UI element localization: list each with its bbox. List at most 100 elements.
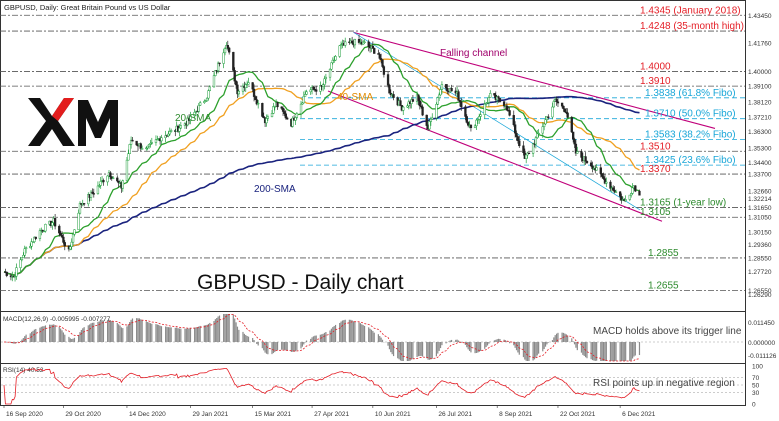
candle-body	[373, 47, 376, 54]
candle-body	[585, 160, 589, 164]
rsi-note: RSI points up in negative region	[593, 378, 735, 389]
candle-body	[458, 100, 462, 103]
candle-body	[276, 102, 279, 108]
candle-body	[146, 145, 149, 149]
candle-body	[273, 106, 276, 108]
channel-lower-line	[327, 90, 663, 222]
candle-body	[199, 102, 202, 106]
candle-body	[257, 102, 260, 105]
x-tick-label: 6 Dec 2021	[622, 411, 656, 418]
candle-body	[388, 84, 391, 94]
candle-body	[244, 84, 247, 88]
candle-body	[634, 185, 637, 192]
candle-body	[446, 87, 449, 92]
y-tick-label: 1.32660	[748, 188, 772, 195]
candle-body	[469, 124, 473, 129]
y-tick-label: 1.35300	[748, 145, 772, 152]
candle-body	[560, 102, 564, 107]
candle-body	[551, 106, 554, 118]
candle-body	[547, 116, 550, 118]
candle-body	[333, 59, 336, 62]
macd-note: MACD holds above its trigger line	[593, 326, 742, 337]
candle-body	[350, 40, 354, 44]
candle-body	[418, 100, 421, 107]
candle-body	[465, 116, 468, 123]
candle-body	[450, 87, 453, 92]
candle-body	[160, 137, 163, 142]
candle-body	[42, 230, 46, 233]
x-tick-label: 16 Sep 2020	[6, 411, 43, 418]
macd-label: MACD(12,26,9) -0.005995 -0.007277	[3, 316, 111, 323]
candle-body	[362, 41, 365, 45]
candle-body	[63, 242, 66, 247]
y-tick-label: 1.32214	[748, 196, 772, 203]
candle-body	[197, 104, 200, 112]
level-label: 1.3105	[640, 207, 671, 218]
candle-body	[505, 105, 509, 111]
candle-body	[291, 117, 294, 127]
falling-channel-label: Falling channel	[440, 48, 507, 59]
sma200-label: 200-SMA	[254, 184, 296, 195]
chart-header-title: GBPUSD, Daily: Great Britain Pound vs US…	[4, 3, 171, 12]
candle-body	[89, 191, 93, 198]
candle-body	[131, 139, 134, 142]
candle-body	[262, 116, 265, 118]
candle-body	[251, 82, 254, 90]
candle-body	[428, 121, 431, 130]
candle-body	[473, 125, 477, 129]
candle-body	[591, 165, 594, 170]
candle-body	[319, 85, 322, 92]
candle-body	[618, 191, 622, 197]
candle-body	[128, 144, 131, 154]
candle-body	[203, 100, 206, 103]
candle-body	[5, 271, 8, 276]
candle-body	[603, 178, 607, 184]
candle-body	[164, 135, 167, 138]
candle-body	[516, 136, 520, 142]
x-tick-label: 27 Apr 2021	[314, 411, 349, 418]
candle-body	[576, 151, 579, 154]
candle-body	[295, 113, 299, 118]
candle-body	[324, 76, 328, 80]
candle-body	[563, 108, 567, 113]
candle-body	[179, 125, 182, 129]
candle-body	[205, 97, 209, 102]
candle-body	[20, 257, 24, 261]
candle-body	[628, 194, 631, 200]
candle-body	[232, 51, 235, 71]
candle-body	[638, 190, 641, 196]
candle-body	[406, 105, 409, 108]
level-label: 1.3710 (50.0% Fibo)	[645, 109, 736, 120]
rsi-line	[3, 367, 640, 405]
candle-body	[284, 113, 287, 119]
candle-body	[78, 202, 82, 214]
candle-body	[24, 247, 28, 250]
x-tick-label: 29 Jan 2021	[192, 411, 228, 418]
candle-body	[377, 53, 380, 55]
candle-body	[602, 176, 605, 179]
candle-body	[344, 41, 347, 46]
candle-body	[330, 62, 333, 70]
candle-body	[41, 229, 44, 232]
candle-body	[283, 111, 286, 115]
candle-body	[630, 193, 633, 196]
channel-upper-line	[353, 31, 716, 129]
candle-body	[457, 91, 460, 101]
level-label: 1.3510	[640, 141, 671, 152]
candle-body	[92, 193, 95, 195]
candle-body	[149, 143, 152, 145]
candle-body	[493, 93, 496, 96]
candle-body	[440, 84, 444, 90]
y-tick-label: 1.30150	[748, 229, 772, 236]
y-tick-label: 1.43450	[748, 13, 772, 20]
candle-body	[71, 233, 75, 243]
level-label: 1.4248 (35-month high)	[640, 21, 744, 32]
candle-body	[565, 111, 568, 114]
candle-body	[222, 52, 225, 64]
candle-body	[58, 225, 61, 234]
candle-body	[537, 132, 540, 135]
candle-body	[245, 83, 249, 86]
candle-body	[552, 101, 555, 108]
y-tick-label: 1.28550	[748, 255, 772, 262]
